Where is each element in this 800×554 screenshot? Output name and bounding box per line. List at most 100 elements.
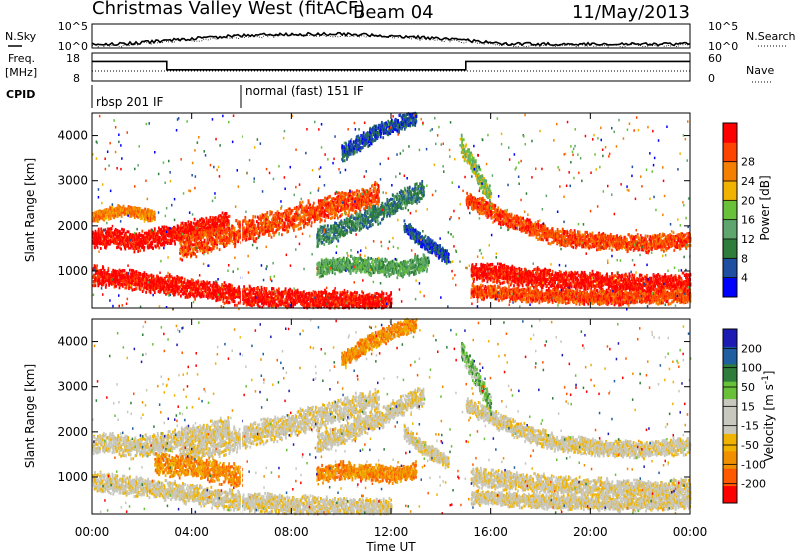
data-cell: [423, 186, 425, 189]
data-cell: [232, 226, 234, 229]
data-cell: [329, 195, 331, 198]
data-cell: [124, 248, 126, 251]
data-cell: [342, 207, 344, 210]
data-cell: [347, 204, 349, 207]
data-cell: [109, 228, 111, 231]
data-cell: [404, 219, 406, 222]
data-cell: [356, 189, 358, 192]
data-cell: [319, 275, 321, 278]
freq-right-tick-top: 60: [708, 52, 722, 65]
data-cell: [179, 234, 181, 237]
data-cell: [332, 268, 334, 271]
data-cell: [234, 240, 236, 243]
data-cell: [427, 264, 429, 267]
data-cell: [415, 272, 417, 275]
data-cell: [350, 220, 352, 223]
data-cell: [134, 250, 136, 253]
data-cell: [107, 237, 109, 240]
data-cell: [372, 223, 374, 226]
data-cell: [378, 200, 380, 203]
data-cell: [426, 268, 428, 271]
data-cell: [272, 228, 274, 231]
data-cell: [178, 225, 180, 228]
noise-right-tick-top: 10^5: [708, 20, 738, 33]
data-cell: [234, 227, 236, 230]
data-cell: [360, 227, 362, 230]
data-cell: [123, 228, 125, 231]
data-cell: [246, 220, 248, 223]
data-cell: [185, 234, 187, 237]
data-cell: [246, 238, 248, 241]
data-cell: [227, 224, 229, 227]
data-cell: [371, 272, 373, 275]
data-cell: [396, 276, 398, 279]
data-cell: [313, 207, 315, 210]
data-cell: [117, 246, 119, 249]
data-cell: [217, 241, 219, 244]
data-cell: [128, 230, 130, 233]
data-cell: [393, 198, 395, 201]
data-cell: [254, 224, 256, 227]
data-cell: [226, 212, 228, 215]
data-cell: [234, 229, 236, 232]
data-cell: [313, 202, 315, 205]
data-cell: [300, 223, 302, 226]
data-cell: [106, 245, 108, 248]
data-cell: [368, 209, 370, 212]
data-cell: [397, 194, 399, 197]
data-cell: [386, 275, 388, 278]
data-cell: [325, 224, 327, 227]
data-cell: [144, 246, 146, 249]
data-cell: [308, 201, 310, 204]
data-cell: [369, 220, 371, 223]
data-cell: [273, 214, 275, 217]
data-cell: [344, 208, 346, 211]
data-cell: [356, 228, 358, 231]
data-cell: [344, 233, 346, 236]
data-cell: [306, 205, 308, 208]
frequency-trace: [92, 61, 690, 69]
data-cell: [367, 227, 369, 230]
cpid-block-label: normal (fast) 151 IF: [245, 84, 364, 98]
data-cell: [377, 203, 379, 206]
data-cell: [405, 206, 407, 209]
data-cell: [249, 219, 251, 222]
data-cell: [228, 220, 230, 223]
data-cell: [348, 212, 350, 215]
data-cell: [356, 206, 358, 209]
data-cell: [180, 258, 182, 261]
data-cell: [374, 186, 376, 189]
data-cell: [225, 239, 227, 242]
data-cell: [373, 190, 375, 193]
data-cell: [446, 249, 448, 252]
data-cell: [171, 242, 173, 245]
data-cell: [381, 258, 383, 261]
data-cell: [323, 268, 325, 271]
data-cell: [134, 248, 136, 251]
data-cell: [296, 224, 298, 227]
data-cell: [378, 191, 380, 194]
data-cell: [256, 231, 258, 234]
data-cell: [386, 259, 388, 262]
data-cell: [209, 230, 211, 233]
data-cell: [373, 205, 375, 208]
data-cell: [168, 239, 170, 242]
data-cell: [151, 242, 153, 245]
data-cell: [312, 215, 314, 218]
data-cell: [310, 217, 312, 220]
data-cell: [216, 246, 218, 249]
data-cell: [413, 199, 415, 202]
nave-label: Nave: [746, 64, 774, 77]
data-cell: [174, 243, 176, 246]
data-cell: [197, 250, 199, 253]
data-cell: [448, 253, 450, 256]
data-cell: [182, 238, 184, 241]
data-cell: [318, 242, 320, 245]
data-cell: [193, 232, 195, 235]
data-cell: [377, 219, 379, 222]
data-cell: [318, 206, 320, 209]
frequency-panel: 18 8 60 0: [66, 52, 722, 85]
nsky-trace: [92, 33, 690, 46]
data-cell: [281, 219, 283, 222]
data-cell: [212, 234, 214, 237]
